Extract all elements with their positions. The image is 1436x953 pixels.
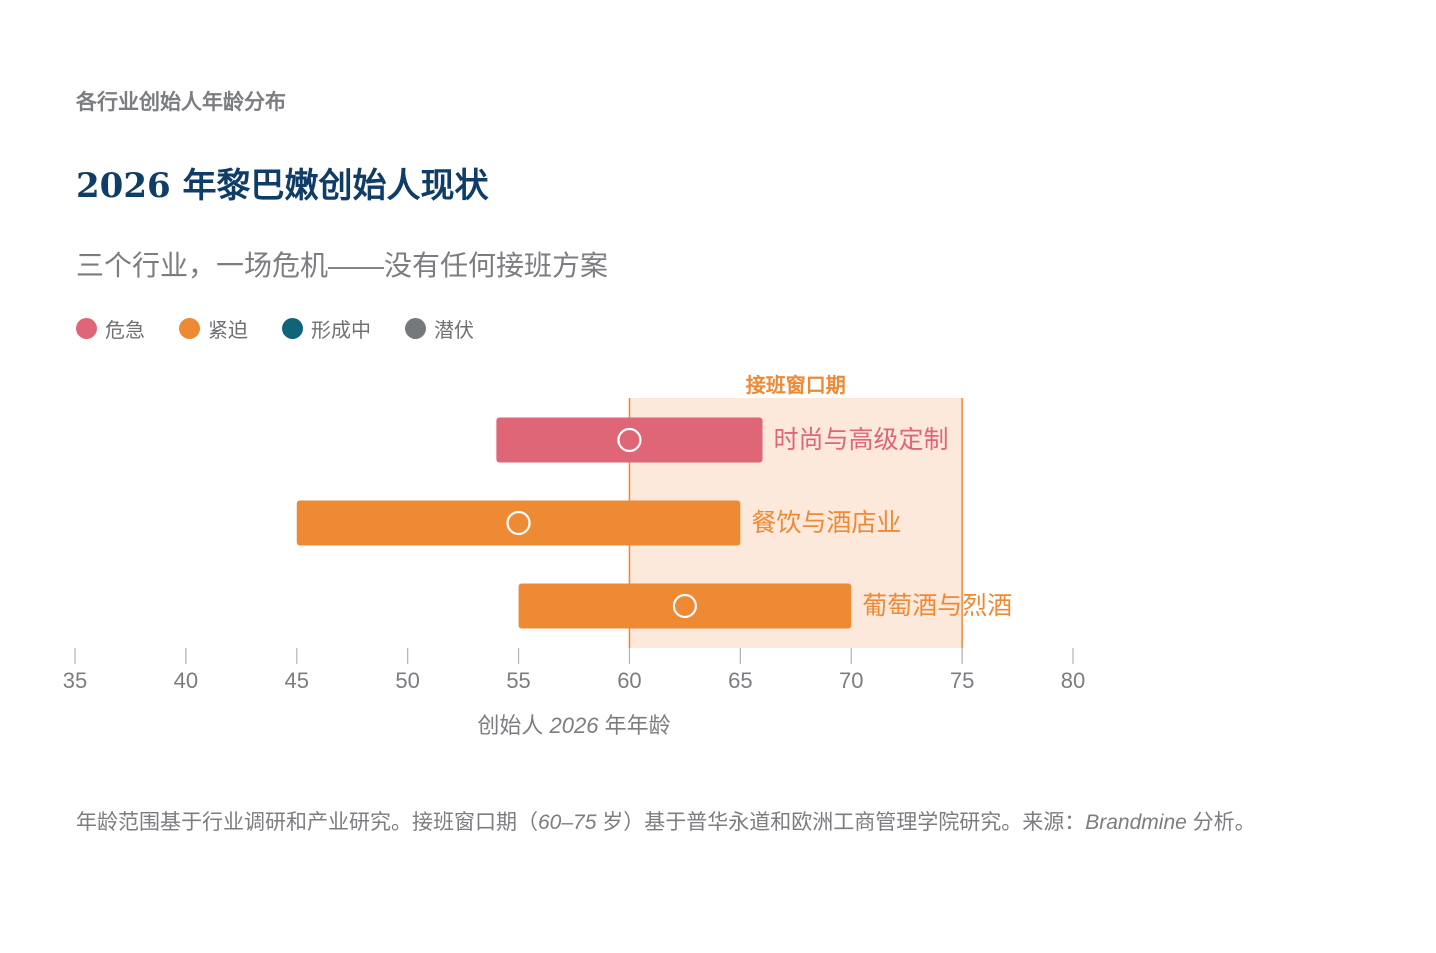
x-tick-label-40: 40 — [174, 668, 198, 693]
x-tick-label-35: 35 — [63, 668, 87, 693]
bar-label-1: 餐饮与酒店业 — [751, 509, 901, 537]
legend-item-urgent: 紧迫 — [179, 314, 248, 343]
range-bar-2 — [518, 583, 852, 629]
footnote-part2: 岁）基于普华永道和欧洲工商管理学院研究。来源： — [596, 811, 1086, 834]
x-tick-label-55: 55 — [506, 668, 530, 693]
median-marker-1 — [506, 510, 531, 536]
x-tick-label-60: 60 — [617, 668, 641, 693]
x-axis-label: 创始人 2026 年年龄 — [477, 713, 670, 738]
bar-label-0: 时尚与高级定制 — [774, 426, 949, 454]
footnote-source: Brandmine — [1085, 811, 1187, 834]
bar-label-2: 葡萄酒与烈酒 — [862, 592, 1012, 620]
legend-dot-critical — [76, 318, 97, 339]
x-tick-label-45: 45 — [285, 668, 309, 693]
x-tick-label-80: 80 — [1061, 668, 1085, 693]
legend-item-latent: 潜伏 — [405, 314, 474, 343]
x-tick-label-50: 50 — [395, 668, 419, 693]
footnote-part1: 年龄范围基于行业调研和产业研究。接班窗口期（ — [76, 811, 538, 834]
range-bar-0 — [496, 417, 763, 463]
median-marker-2 — [672, 593, 697, 619]
legend-item-forming: 形成中 — [282, 314, 371, 343]
chart-kicker: 各行业创始人年龄分布 — [76, 91, 286, 114]
succession-window-label: 接班窗口期 — [746, 373, 846, 397]
legend-label-forming: 形成中 — [311, 320, 371, 342]
footnote: 年龄范围基于行业调研和产业研究。接班窗口期（60–75 岁）基于普华永道和欧洲工… — [76, 806, 1366, 839]
x-tick-label-75: 75 — [950, 668, 974, 693]
legend-label-critical: 危急 — [105, 320, 145, 342]
legend-label-latent: 潜伏 — [434, 320, 474, 342]
legend-dot-urgent — [179, 318, 200, 339]
x-tick-label-65: 65 — [728, 668, 752, 693]
legend-dot-latent — [405, 318, 426, 339]
legend: 危急 紧迫 形成中 潜伏 — [76, 314, 508, 343]
footnote-range: 60–75 — [538, 811, 597, 834]
x-tick-label-70: 70 — [839, 668, 863, 693]
legend-label-urgent: 紧迫 — [208, 320, 248, 342]
chart-subtitle: 三个行业，一场危机——没有任何接班方案 — [76, 250, 609, 281]
legend-item-critical: 危急 — [76, 314, 145, 343]
median-marker-0 — [617, 427, 642, 453]
footnote-part3: 分析。 — [1186, 811, 1256, 834]
range-bar-1 — [296, 500, 741, 546]
chart-title: 2026 年黎巴嫩创始人现状 — [76, 166, 489, 206]
legend-dot-forming — [282, 318, 303, 339]
